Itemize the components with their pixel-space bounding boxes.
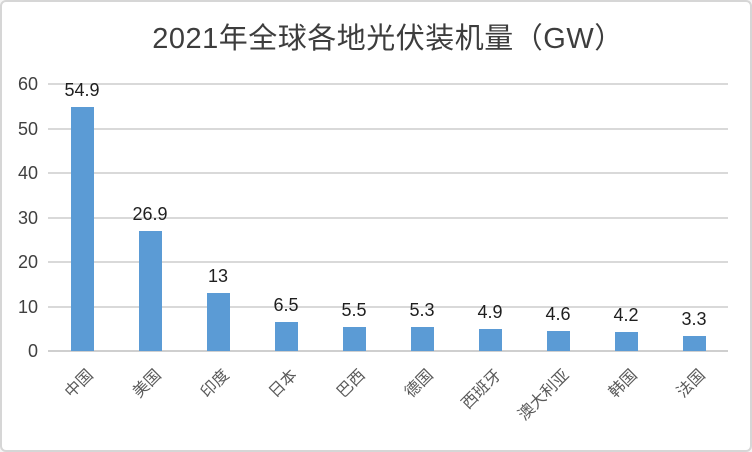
bar <box>410 327 434 351</box>
y-axis-tick-label: 10 <box>17 296 38 317</box>
bar <box>206 293 230 351</box>
gridline <box>48 172 728 174</box>
x-axis-line <box>48 350 728 352</box>
bar <box>478 329 502 351</box>
bar-value-label: 5.3 <box>409 300 435 321</box>
bar-value-label: 13 <box>207 266 229 287</box>
y-axis-tick-label: 40 <box>17 163 38 183</box>
gridline <box>48 216 728 219</box>
y-axis-tick-label: 20 <box>17 252 38 272</box>
gridline <box>48 305 728 308</box>
y-axis-tick-label: 30 <box>17 207 38 228</box>
bar-value-label: 3.3 <box>681 309 707 330</box>
bar <box>138 231 162 351</box>
bar <box>274 322 298 351</box>
bar-value-label: 4.6 <box>545 303 571 324</box>
chart-title: 2021年全球各地光伏装机量（GW） <box>152 23 624 55</box>
bar <box>682 336 706 351</box>
y-axis-tick-label: 0 <box>27 341 38 361</box>
bar <box>342 326 366 351</box>
bar <box>614 332 638 351</box>
bar-value-label: 26.9 <box>132 204 168 225</box>
bar-value-label: 6.5 <box>273 295 299 316</box>
bar-value-label: 4.9 <box>477 302 503 323</box>
bar-value-label: 54.9 <box>64 79 100 100</box>
bar <box>70 106 94 351</box>
gridline <box>48 127 728 130</box>
bar-value-label: 5.5 <box>341 299 367 320</box>
gridline <box>48 83 728 85</box>
bar-value-label: 4.2 <box>613 305 639 326</box>
y-axis-tick-label: 50 <box>17 118 38 139</box>
gridline <box>48 261 728 263</box>
y-axis-tick-label: 60 <box>17 74 38 94</box>
bar <box>546 330 570 351</box>
